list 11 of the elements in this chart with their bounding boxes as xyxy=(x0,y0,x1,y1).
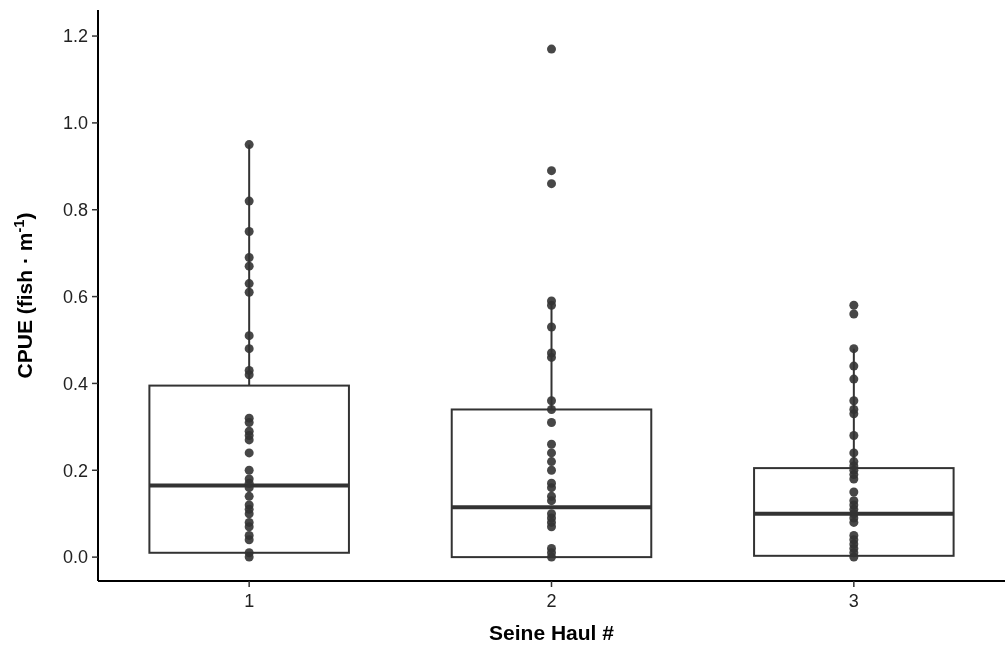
x-axis-title: Seine Haul # xyxy=(489,621,615,644)
y-tick-label: 0.4 xyxy=(62,373,88,394)
x-tick-label: 2 xyxy=(546,591,557,611)
y-tick-label: 1.2 xyxy=(62,26,88,47)
y-tick-label: 0.8 xyxy=(62,200,88,221)
y-tick-label: 1.0 xyxy=(62,113,88,134)
y-tick-label: 0.0 xyxy=(62,547,88,568)
y-tick-label: 0.2 xyxy=(62,460,88,481)
x-tick-label: 1 xyxy=(244,591,255,611)
y-tick-label: 0.6 xyxy=(62,286,88,307)
x-tick-label: 3 xyxy=(848,591,859,611)
